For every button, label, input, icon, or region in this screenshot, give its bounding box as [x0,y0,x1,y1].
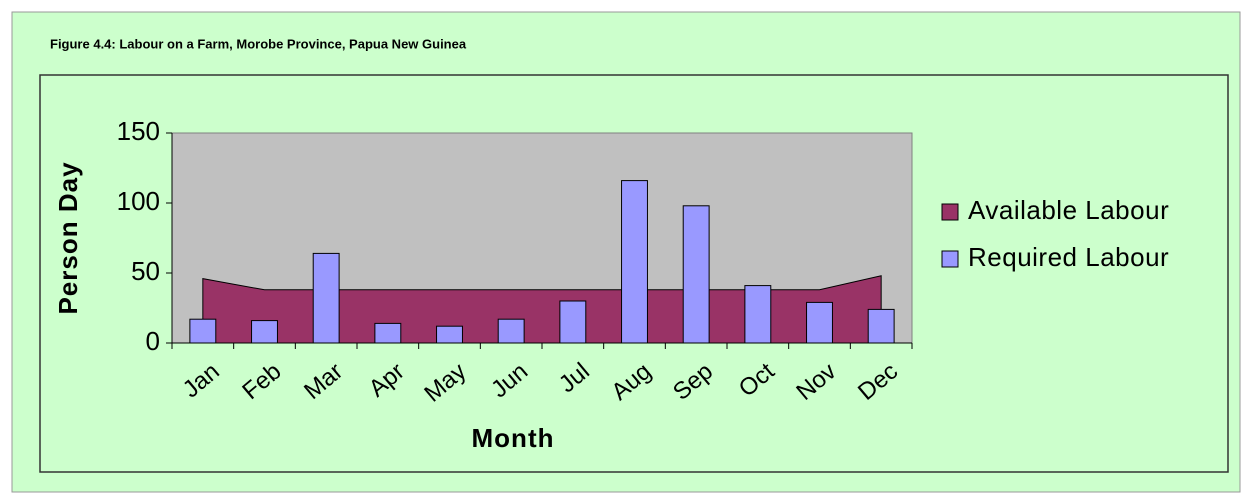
bar [436,325,463,344]
bar [744,285,772,344]
bar [806,301,833,344]
bar [374,322,402,344]
y-tick-label: 100 [117,186,160,216]
bar [189,318,217,344]
area [202,275,882,344]
y-tick-label: 50 [131,256,160,286]
bar [559,300,587,344]
bar [682,205,710,344]
bar [312,252,340,344]
y-axis-title: Person Day [53,161,83,314]
legend-label: Available Labour [968,195,1169,225]
chart-title: Figure 4.4: Labour on a Farm, Morobe Pro… [50,36,467,51]
legend-label: Required Labour [968,242,1169,272]
bar [867,308,895,344]
x-axis-title: Month [472,423,555,453]
bar [621,180,648,344]
legend-swatch [941,203,959,221]
y-tick-label: 150 [117,116,160,146]
legend-swatch [941,250,959,268]
bar [251,320,278,344]
bar [497,318,525,344]
y-tick-label: 0 [146,326,160,356]
